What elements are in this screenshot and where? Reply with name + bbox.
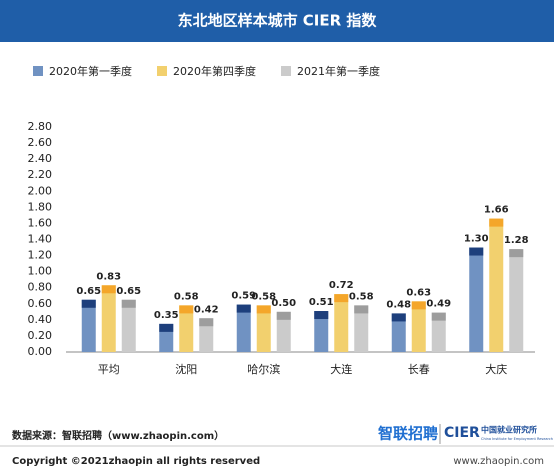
legend-label: 2020年第四季度	[173, 64, 256, 78]
value-label: 0.65	[76, 286, 101, 297]
value-label: 1.66	[484, 205, 509, 216]
bar-cap	[314, 311, 329, 320]
bar-cap	[236, 304, 251, 313]
bar-cap	[411, 301, 426, 310]
legend-swatch	[33, 66, 43, 76]
y-tick-label: 0.40	[28, 313, 53, 326]
x-tick-label: 平均	[98, 363, 120, 376]
value-label: 0.51	[309, 297, 334, 308]
bar-cap	[199, 318, 214, 327]
bar	[469, 247, 484, 352]
legend-label: 2021年第一季度	[297, 64, 380, 78]
value-label: 0.58	[251, 291, 276, 302]
y-tick-label: 2.40	[28, 152, 53, 165]
bar	[391, 313, 406, 352]
y-tick-label: 1.00	[28, 265, 53, 278]
x-tick-label: 大连	[330, 362, 352, 376]
logo-cier-cn: 中国就业研究所	[481, 425, 537, 435]
bar	[121, 299, 136, 352]
bar-cap	[256, 305, 271, 314]
y-tick-label: 1.80	[28, 200, 53, 213]
source: 数据来源：智联招聘（www.zhaopin.com）	[12, 429, 224, 442]
bar	[199, 318, 214, 352]
value-label: 0.49	[426, 299, 451, 310]
y-tick-label: 2.60	[28, 136, 53, 149]
logo-zhaopin: 智联招聘	[378, 425, 438, 443]
bar-cap	[121, 299, 136, 308]
bar	[179, 305, 194, 352]
bar-cap	[391, 313, 406, 322]
value-label: 0.72	[329, 280, 354, 291]
bar	[276, 311, 291, 352]
logo-cier-en: China Institute for Employment Research	[481, 437, 553, 441]
bar-cap	[179, 305, 194, 314]
y-tick-label: 0.80	[28, 281, 53, 294]
bar-cap	[431, 312, 446, 321]
y-tick-label: 0.00	[28, 345, 53, 358]
value-label: 1.30	[464, 234, 489, 245]
bar	[81, 299, 96, 352]
x-tick-label: 沈阳	[175, 362, 197, 376]
value-label: 0.58	[349, 291, 374, 302]
value-label: 0.42	[194, 304, 219, 315]
bar	[256, 305, 271, 352]
value-label: 0.50	[271, 298, 296, 309]
value-label: 0.58	[174, 291, 199, 302]
bar-cap	[276, 311, 291, 320]
logo-cier: CIER	[444, 425, 480, 441]
x-tick-label: 大庆	[485, 362, 507, 376]
bar	[509, 249, 524, 352]
y-tick-label: 2.00	[28, 184, 53, 197]
x-tick-label: 哈尔滨	[247, 362, 280, 376]
bar-cap	[469, 247, 484, 256]
value-label: 0.59	[231, 291, 256, 302]
copyright: Copyright ©2021zhaopin all rights reserv…	[12, 456, 260, 467]
bar-cap	[354, 305, 369, 314]
bar	[101, 285, 116, 352]
y-tick-label: 1.60	[28, 216, 53, 229]
y-tick-label: 0.60	[28, 297, 53, 310]
header-band	[0, 0, 554, 42]
y-tick-label: 2.20	[28, 168, 53, 181]
legend-swatch	[281, 66, 291, 76]
legend-swatch	[157, 66, 167, 76]
y-tick-label: 0.20	[28, 329, 53, 342]
bar-cap	[159, 323, 174, 332]
bar-cap	[101, 285, 116, 294]
bar	[236, 304, 251, 352]
bar	[431, 312, 446, 352]
value-label: 1.28	[504, 235, 529, 246]
chart-title: 东北地区样本城市 CIER 指数	[178, 12, 378, 30]
y-tick-label: 2.80	[28, 120, 53, 133]
x-tick-label: 长春	[408, 363, 430, 376]
bar-cap	[489, 218, 504, 227]
bar-cap	[81, 299, 96, 308]
url: www.zhaopin.com	[453, 456, 544, 467]
bar	[314, 311, 329, 352]
legend-label: 2020年第一季度	[49, 64, 132, 78]
y-tick-label: 1.40	[28, 233, 53, 246]
value-label: 0.35	[154, 310, 179, 321]
value-label: 0.48	[386, 299, 411, 310]
value-label: 0.65	[116, 286, 141, 297]
value-label: 0.83	[96, 271, 121, 282]
y-tick-label: 1.20	[28, 249, 53, 262]
bar-cap	[509, 249, 524, 258]
bar	[334, 294, 349, 352]
bar	[489, 218, 504, 352]
bar	[411, 301, 426, 352]
bar-cap	[334, 294, 349, 303]
bar	[354, 305, 369, 352]
value-label: 0.63	[406, 287, 431, 298]
